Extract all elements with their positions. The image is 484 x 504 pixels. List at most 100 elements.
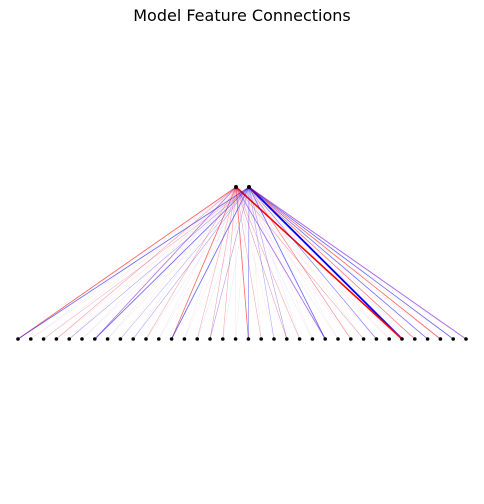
input-node: [169, 337, 174, 341]
input-node: [41, 337, 46, 341]
faint-edge: [68, 186, 237, 340]
connection-edge: [222, 186, 237, 340]
connection-edge: [69, 186, 250, 340]
connection-edge: [235, 186, 300, 340]
faint-edge: [248, 186, 275, 340]
faint-edge: [235, 186, 275, 340]
input-node: [259, 337, 264, 341]
connection-edge: [171, 186, 237, 340]
input-node: [208, 337, 212, 341]
input-node: [425, 337, 430, 341]
input-node: [80, 337, 84, 341]
connection-edge: [248, 186, 250, 340]
faint-edge: [235, 186, 288, 340]
connection-edge: [235, 186, 364, 340]
faint-edge: [248, 186, 288, 340]
connection-edge: [248, 186, 288, 340]
connection-edge: [235, 186, 249, 340]
input-node: [93, 337, 97, 341]
input-node: [246, 337, 251, 341]
faint-edge: [120, 186, 237, 340]
input-node: [233, 337, 238, 341]
connection-edge: [248, 186, 352, 340]
faint-edge: [132, 186, 250, 340]
connection-edge: [171, 186, 250, 340]
connection-edge: [17, 186, 237, 340]
input-node: [285, 337, 289, 341]
connection-edge: [43, 186, 250, 340]
connection-edge: [248, 186, 403, 340]
input-node: [221, 337, 225, 341]
connection-edge: [120, 186, 250, 340]
connection-edge: [248, 186, 416, 340]
faint-edge: [69, 186, 250, 340]
faint-edge: [196, 186, 237, 340]
faint-edge: [235, 186, 428, 340]
output-node: [234, 185, 238, 189]
nodes-layer: [16, 185, 468, 341]
input-node: [182, 337, 187, 341]
faint-edge: [196, 186, 250, 340]
faint-edge: [248, 186, 377, 340]
input-node: [105, 337, 110, 341]
edges-layer: [17, 186, 467, 340]
faint-edge: [222, 186, 237, 340]
faint-edge: [145, 186, 237, 340]
faint-edge: [248, 186, 364, 340]
connection-edge: [248, 186, 467, 340]
input-node: [157, 337, 161, 341]
faint-edge: [235, 186, 313, 340]
connection-edge: [248, 186, 441, 340]
input-node: [400, 337, 404, 341]
faint-edge: [56, 186, 250, 340]
faint-edge: [56, 186, 237, 340]
connection-edge: [94, 186, 250, 340]
faint-edge: [209, 186, 250, 340]
connection-edge: [248, 186, 428, 340]
connection-edge: [248, 186, 275, 340]
input-node: [374, 337, 379, 341]
faint-edge: [145, 186, 250, 340]
input-node: [118, 337, 123, 341]
faint-edge: [235, 186, 364, 340]
connection-edge: [235, 186, 262, 340]
input-node: [336, 337, 340, 341]
connection-edge: [17, 186, 250, 340]
connection-edge: [248, 186, 377, 340]
faint-edge: [235, 186, 352, 340]
faint-edge: [43, 186, 237, 340]
connection-edge: [209, 186, 250, 340]
faint-edge: [132, 186, 237, 340]
connection-edge: [209, 186, 237, 340]
connection-edge: [145, 186, 237, 340]
input-node: [144, 337, 148, 341]
connection-edge: [248, 186, 454, 340]
input-node: [387, 337, 392, 341]
faint-edge: [120, 186, 250, 340]
input-node: [310, 337, 315, 341]
faint-edge: [235, 186, 262, 340]
connection-edge: [235, 186, 326, 340]
input-node: [323, 337, 328, 341]
faint-edge: [248, 186, 352, 340]
input-node: [16, 337, 20, 341]
connection-edge: [235, 186, 403, 340]
input-node: [131, 337, 135, 341]
connection-edge: [248, 186, 326, 340]
input-node: [413, 337, 417, 341]
input-node: [272, 337, 276, 341]
output-node: [247, 185, 251, 189]
input-node: [451, 337, 456, 341]
faint-edge: [222, 186, 250, 340]
input-node: [438, 337, 443, 341]
connection-edge: [196, 186, 237, 340]
faint-edge: [248, 186, 300, 340]
input-node: [464, 337, 468, 341]
input-node: [54, 337, 59, 341]
connection-edge: [132, 186, 250, 340]
faint-edge: [248, 186, 416, 340]
input-node: [349, 337, 353, 341]
connection-edge: [235, 186, 288, 340]
input-node: [67, 337, 71, 341]
